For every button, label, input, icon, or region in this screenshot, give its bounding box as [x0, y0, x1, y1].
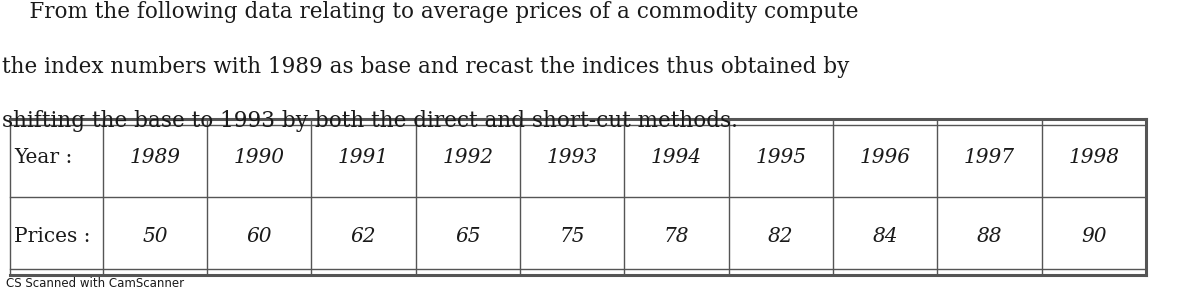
Text: 88: 88	[977, 227, 1002, 246]
Text: 1993: 1993	[547, 148, 598, 167]
Text: 50: 50	[142, 227, 168, 246]
Text: 90: 90	[1081, 227, 1106, 246]
Text: 1996: 1996	[859, 148, 911, 167]
Text: 1995: 1995	[755, 148, 806, 167]
Text: 82: 82	[768, 227, 793, 246]
Text: 62: 62	[350, 227, 377, 246]
Text: From the following data relating to average prices of a commodity compute: From the following data relating to aver…	[2, 1, 859, 23]
Text: 1989: 1989	[130, 148, 180, 167]
Text: 1998: 1998	[1068, 148, 1120, 167]
Text: 1994: 1994	[652, 148, 702, 167]
Text: Year :: Year :	[14, 148, 73, 167]
Text: 1997: 1997	[964, 148, 1015, 167]
Text: 65: 65	[455, 227, 481, 246]
Text: Prices :: Prices :	[14, 227, 91, 246]
Text: 75: 75	[559, 227, 584, 246]
Text: shifting the base to 1993 by both the direct and short-cut methods.: shifting the base to 1993 by both the di…	[2, 110, 738, 132]
Text: 60: 60	[246, 227, 272, 246]
Text: 1991: 1991	[338, 148, 389, 167]
Text: CS Scanned with CamScanner: CS Scanned with CamScanner	[6, 277, 184, 290]
Text: 78: 78	[664, 227, 689, 246]
Text: the index numbers with 1989 as base and recast the indices thus obtained by: the index numbers with 1989 as base and …	[2, 56, 850, 78]
Text: 84: 84	[872, 227, 898, 246]
Text: 1992: 1992	[443, 148, 493, 167]
Text: 1990: 1990	[234, 148, 284, 167]
